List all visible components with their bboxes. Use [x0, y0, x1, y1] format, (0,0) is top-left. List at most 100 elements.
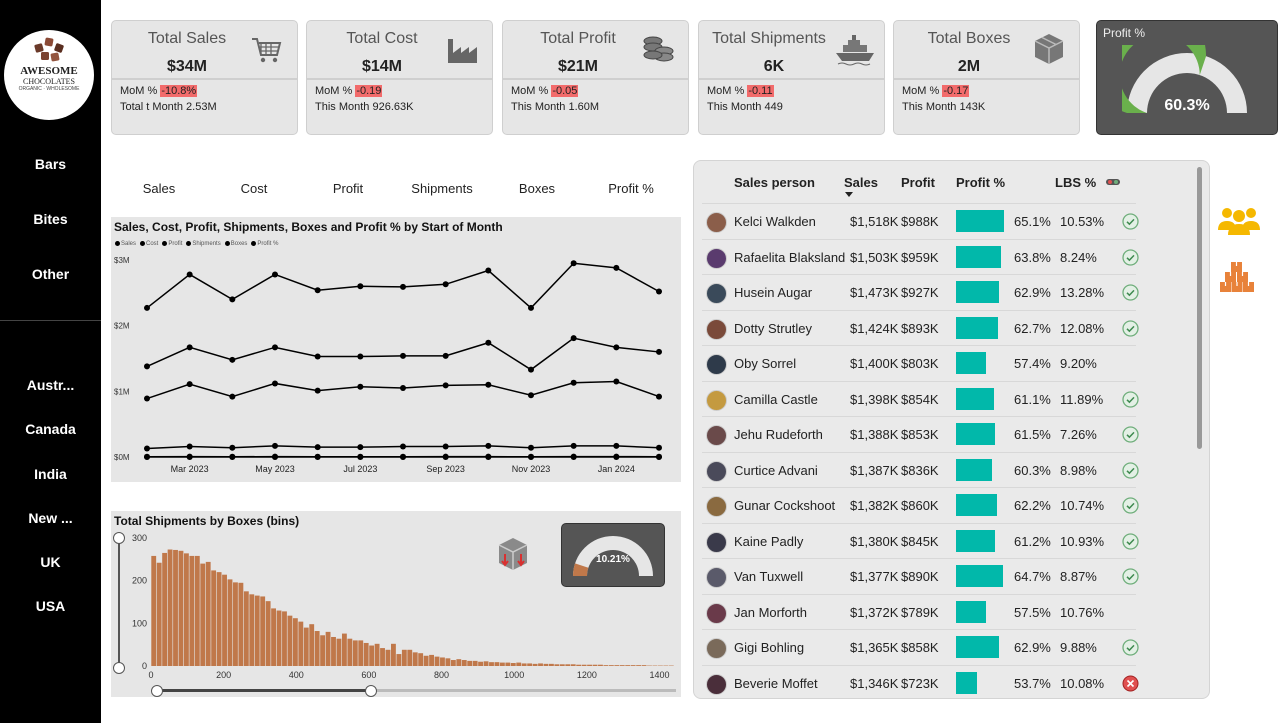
- data-point[interactable]: [613, 454, 620, 460]
- data-point[interactable]: [570, 379, 577, 386]
- data-point[interactable]: [656, 288, 662, 295]
- histogram-bar[interactable]: [194, 555, 200, 666]
- histogram-bar[interactable]: [429, 654, 434, 666]
- histogram-bar[interactable]: [331, 636, 336, 666]
- table-row[interactable]: Husein Augar $1,473K $927K 62.9% 13.28%: [702, 274, 1139, 310]
- histogram-bar[interactable]: [625, 665, 631, 666]
- header-sales[interactable]: Sales: [844, 175, 878, 190]
- data-point[interactable]: [357, 454, 364, 460]
- data-point[interactable]: [186, 344, 193, 351]
- histogram-bar[interactable]: [456, 659, 462, 666]
- histogram-bar[interactable]: [412, 652, 418, 666]
- histogram-bar[interactable]: [548, 663, 554, 666]
- table-scrollbar[interactable]: [1197, 167, 1202, 449]
- slicer-product-other[interactable]: Other: [31, 266, 70, 282]
- data-point[interactable]: [357, 383, 364, 390]
- histogram-bar[interactable]: [178, 550, 184, 666]
- histogram-bar[interactable]: [450, 660, 456, 666]
- histogram-bar[interactable]: [401, 649, 407, 666]
- histogram-bar[interactable]: [554, 664, 560, 666]
- histogram-bar[interactable]: [265, 601, 271, 666]
- tab-profit[interactable]: Profit: [332, 181, 364, 196]
- histogram-bar[interactable]: [407, 649, 413, 666]
- data-point[interactable]: [186, 271, 193, 278]
- histogram-bar[interactable]: [260, 596, 266, 666]
- histogram-bar[interactable]: [576, 664, 582, 666]
- data-point[interactable]: [528, 392, 534, 399]
- data-point[interactable]: [186, 454, 193, 460]
- histogram-bar[interactable]: [156, 562, 162, 666]
- data-point[interactable]: [613, 442, 620, 449]
- data-point[interactable]: [442, 352, 449, 359]
- slicer-product-bites[interactable]: Bites: [33, 211, 68, 227]
- data-point[interactable]: [229, 296, 236, 303]
- histogram-bar[interactable]: [445, 658, 451, 666]
- histogram-bar[interactable]: [254, 595, 260, 666]
- legend-item[interactable]: Sales: [115, 241, 136, 247]
- data-point[interactable]: [400, 385, 406, 392]
- data-point[interactable]: [485, 454, 492, 460]
- histogram-bar[interactable]: [358, 640, 364, 666]
- histogram-bar[interactable]: [222, 574, 227, 666]
- histogram-bar[interactable]: [467, 660, 473, 666]
- histogram-bar[interactable]: [167, 549, 173, 666]
- histogram-bar[interactable]: [320, 635, 326, 666]
- histogram-bar[interactable]: [423, 655, 429, 666]
- histogram-bar[interactable]: [440, 657, 445, 666]
- histogram-bar[interactable]: [483, 661, 489, 666]
- table-row[interactable]: Curtice Advani $1,387K $836K 60.3% 8.98%: [702, 451, 1139, 488]
- data-point[interactable]: [570, 335, 577, 342]
- histogram-bar[interactable]: [636, 665, 642, 666]
- data-point[interactable]: [400, 443, 406, 450]
- histogram-bar[interactable]: [516, 662, 522, 666]
- slicer-country-canada[interactable]: Canada: [25, 421, 76, 437]
- histogram-bar[interactable]: [494, 662, 500, 666]
- histogram-bar[interactable]: [151, 555, 157, 666]
- histogram-bar[interactable]: [396, 654, 402, 666]
- histogram-bar[interactable]: [592, 664, 598, 666]
- histogram-bar[interactable]: [292, 618, 298, 666]
- data-point[interactable]: [272, 380, 278, 387]
- data-point[interactable]: [272, 271, 278, 278]
- histogram-bar[interactable]: [363, 642, 369, 666]
- header-sales-person[interactable]: Sales person: [734, 175, 815, 190]
- data-point[interactable]: [314, 287, 321, 294]
- histogram-bar[interactable]: [570, 664, 576, 666]
- slicer-product-bars[interactable]: Bars: [34, 156, 67, 172]
- data-point[interactable]: [656, 444, 662, 451]
- data-point[interactable]: [144, 395, 150, 402]
- histogram-bar[interactable]: [352, 640, 358, 666]
- histogram-bar[interactable]: [418, 653, 424, 666]
- histogram-bar[interactable]: [341, 633, 347, 666]
- slicer-country-uk[interactable]: UK: [40, 554, 61, 570]
- histogram-bar[interactable]: [478, 661, 484, 666]
- y-range-slider-handle-bottom[interactable]: [113, 662, 125, 674]
- data-point[interactable]: [314, 454, 321, 460]
- data-point[interactable]: [613, 264, 620, 271]
- histogram-bar[interactable]: [298, 621, 304, 666]
- data-point[interactable]: [229, 393, 236, 400]
- histogram-bar[interactable]: [336, 638, 342, 666]
- histogram-bar[interactable]: [472, 660, 478, 666]
- table-row[interactable]: Camilla Castle $1,398K $854K 61.1% 11.89%: [702, 380, 1139, 417]
- histogram-bar[interactable]: [189, 555, 195, 666]
- tab-shipments[interactable]: Shipments: [411, 181, 473, 196]
- data-point[interactable]: [528, 366, 534, 373]
- histogram-bar[interactable]: [380, 648, 385, 666]
- data-point[interactable]: [229, 444, 236, 451]
- histogram-bar[interactable]: [282, 611, 287, 666]
- data-point[interactable]: [485, 339, 492, 346]
- histogram-bar[interactable]: [603, 665, 609, 666]
- histogram-bar[interactable]: [303, 627, 309, 666]
- header-profit[interactable]: Profit: [901, 175, 935, 190]
- tab-cost[interactable]: Cost: [240, 181, 268, 196]
- histogram-bar[interactable]: [510, 663, 516, 666]
- histogram-bar[interactable]: [374, 643, 380, 666]
- data-point[interactable]: [272, 442, 278, 449]
- histogram-bar[interactable]: [521, 663, 527, 666]
- header-lbs-pct[interactable]: LBS %: [1055, 175, 1097, 190]
- histogram-bar[interactable]: [461, 660, 467, 666]
- data-point[interactable]: [357, 444, 364, 451]
- table-row[interactable]: Kaine Padly $1,380K $845K 61.2% 10.93%: [702, 522, 1139, 559]
- y-range-slider-handle-top[interactable]: [113, 532, 125, 544]
